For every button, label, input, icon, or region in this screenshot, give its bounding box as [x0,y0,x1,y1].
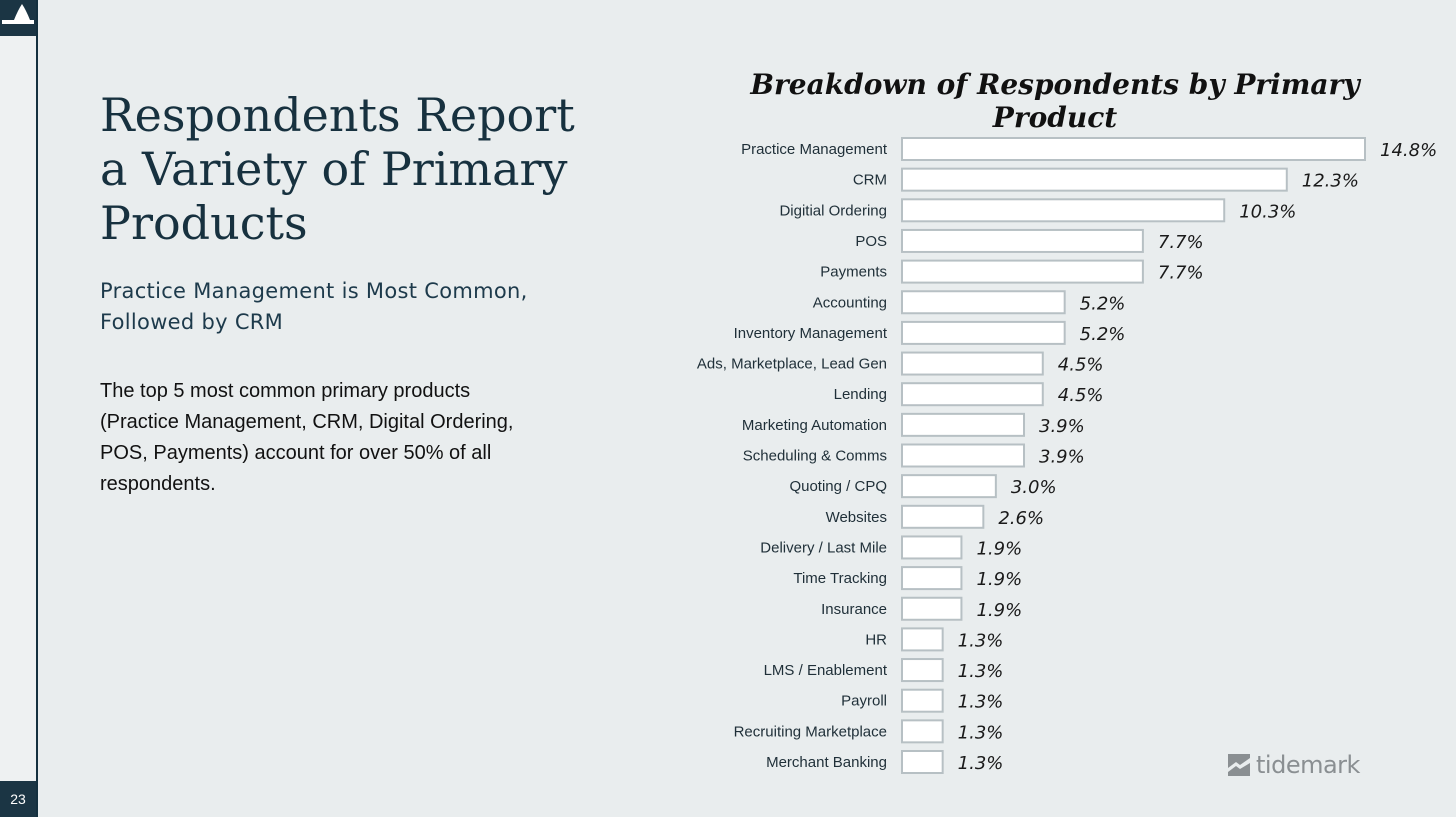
bar [901,658,944,683]
category-label: Quoting / CPQ [789,478,887,495]
value-label: 1.3% [958,692,1004,713]
category-label: Inventory Management [734,325,888,342]
value-label: 1.3% [958,722,1004,743]
category-label: LMS / Enablement [764,662,888,679]
value-label: 1.3% [958,630,1004,651]
page-number: 23 [0,781,36,817]
value-label: 1.9% [976,538,1022,559]
value-label: 7.7% [1158,232,1204,253]
chart-title: Breakdown of Respondents by Primary Prod… [750,68,1360,134]
bar [901,198,1226,223]
body-text: The top 5 most common primary products (… [100,380,514,495]
bar [901,566,963,591]
value-label: 4.5% [1058,355,1104,376]
page-title: Respondents Report a Variety of Primary … [100,88,575,250]
value-label: 5.2% [1080,293,1126,314]
bar [901,259,1144,284]
bar [901,290,1066,315]
value-label: 12.3% [1302,171,1359,192]
value-label: 2.6% [998,508,1044,529]
page-subtitle: Practice Management is Most Common, Foll… [100,279,528,334]
category-label: HR [865,631,887,648]
bar [901,719,944,744]
category-label: Payments [820,264,887,281]
category-label: Time Tracking [793,570,887,587]
side-rail [0,0,38,817]
value-label: 1.3% [958,661,1004,682]
bar-chart: Practice Management 14.8% CRM 12.3% Digitial… [697,137,1437,774]
bar [901,320,1066,345]
value-label: 4.5% [1058,385,1104,406]
logo-icon [0,0,36,36]
category-label: Merchant Banking [766,754,887,771]
value-label: 5.2% [1080,324,1126,345]
bar [901,412,1026,437]
category-label: Lending [834,386,887,403]
category-label: Practice Management [741,141,888,158]
bar [901,443,1026,468]
category-label: Insurance [821,601,887,618]
bar [901,167,1288,192]
category-label: Accounting [813,294,887,311]
value-label: 1.3% [958,753,1004,774]
bar [901,596,963,621]
value-label: 7.7% [1158,263,1204,284]
category-label: Scheduling & Comms [743,448,887,465]
category-label: CRM [853,172,887,189]
value-label: 3.0% [1011,477,1057,498]
category-label: Websites [826,509,887,526]
category-label: Delivery / Last Mile [760,539,887,556]
brand-logo: tidemark [1228,750,1360,780]
value-label: 3.9% [1039,447,1085,468]
brand-name: tidemark [1256,751,1360,779]
category-label: Payroll [841,693,887,710]
bar [901,535,963,560]
bar [901,382,1044,407]
tidemark-logo-icon [1228,754,1250,776]
value-label: 1.9% [976,569,1022,590]
bar [901,351,1044,376]
bar [901,750,944,774]
bar [901,228,1144,253]
bar [901,137,1366,161]
value-label: 3.9% [1039,416,1085,437]
bar [901,474,997,499]
value-label: 10.3% [1239,201,1296,222]
category-label: Digitial Ordering [779,202,887,219]
category-label: POS [855,233,887,250]
bar [901,627,944,652]
bar [901,688,944,713]
value-label: 1.9% [976,600,1022,621]
bar [901,504,985,529]
category-label: Recruiting Marketplace [734,723,887,740]
category-label: Marketing Automation [742,417,887,434]
value-label: 14.8% [1380,140,1437,161]
category-label: Ads, Marketplace, Lead Gen [697,356,887,373]
